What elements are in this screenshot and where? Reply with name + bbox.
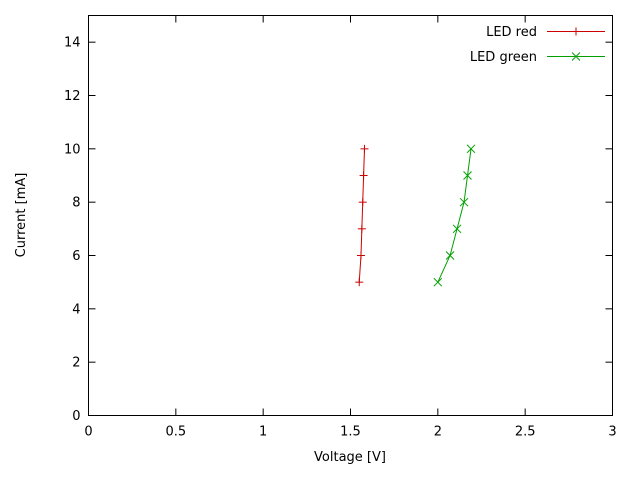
cross-marker: [571, 52, 581, 61]
y-tick-label: 6: [72, 249, 80, 264]
legend-label-led-red: LED red: [486, 25, 537, 40]
x-tick-label: 3: [608, 425, 616, 440]
x-tick-label: 0: [84, 425, 92, 440]
series-line-1: [437, 148, 472, 283]
y-tick-label: 2: [72, 356, 80, 371]
y-tick-label: 0: [72, 409, 80, 424]
x-tick-label: 1.5: [340, 425, 361, 440]
x-tick-label: 2: [434, 425, 442, 440]
cross-marker: [466, 144, 476, 154]
y-tick-label: 8: [72, 196, 80, 211]
y-tick-label: 14: [64, 36, 81, 51]
series-line-0: [358, 148, 365, 283]
cross-marker: [445, 251, 455, 260]
legend-label-led-green: LED green: [470, 50, 537, 65]
cross-marker: [452, 224, 462, 234]
x-tick-label: 1: [259, 425, 267, 440]
cross-marker: [459, 197, 469, 207]
y-tick-label: 4: [72, 302, 80, 317]
x-axis-label: Voltage [V]: [314, 450, 386, 465]
legend: LED red LED green: [470, 25, 537, 65]
cross-marker: [433, 277, 443, 287]
cross-marker: [463, 171, 472, 180]
plot-border: [88, 15, 613, 416]
y-tick-label: 10: [64, 142, 81, 157]
y-tick-label: 12: [64, 89, 81, 104]
x-tick-label: 2.5: [515, 425, 536, 440]
x-tick-label: 0.5: [165, 425, 186, 440]
plot-area: 0 0.5 1 1.5 2 2.5 3 0 2 4 6 8 10 12 14: [64, 15, 617, 440]
y-axis-label: Current [mA]: [14, 173, 29, 258]
